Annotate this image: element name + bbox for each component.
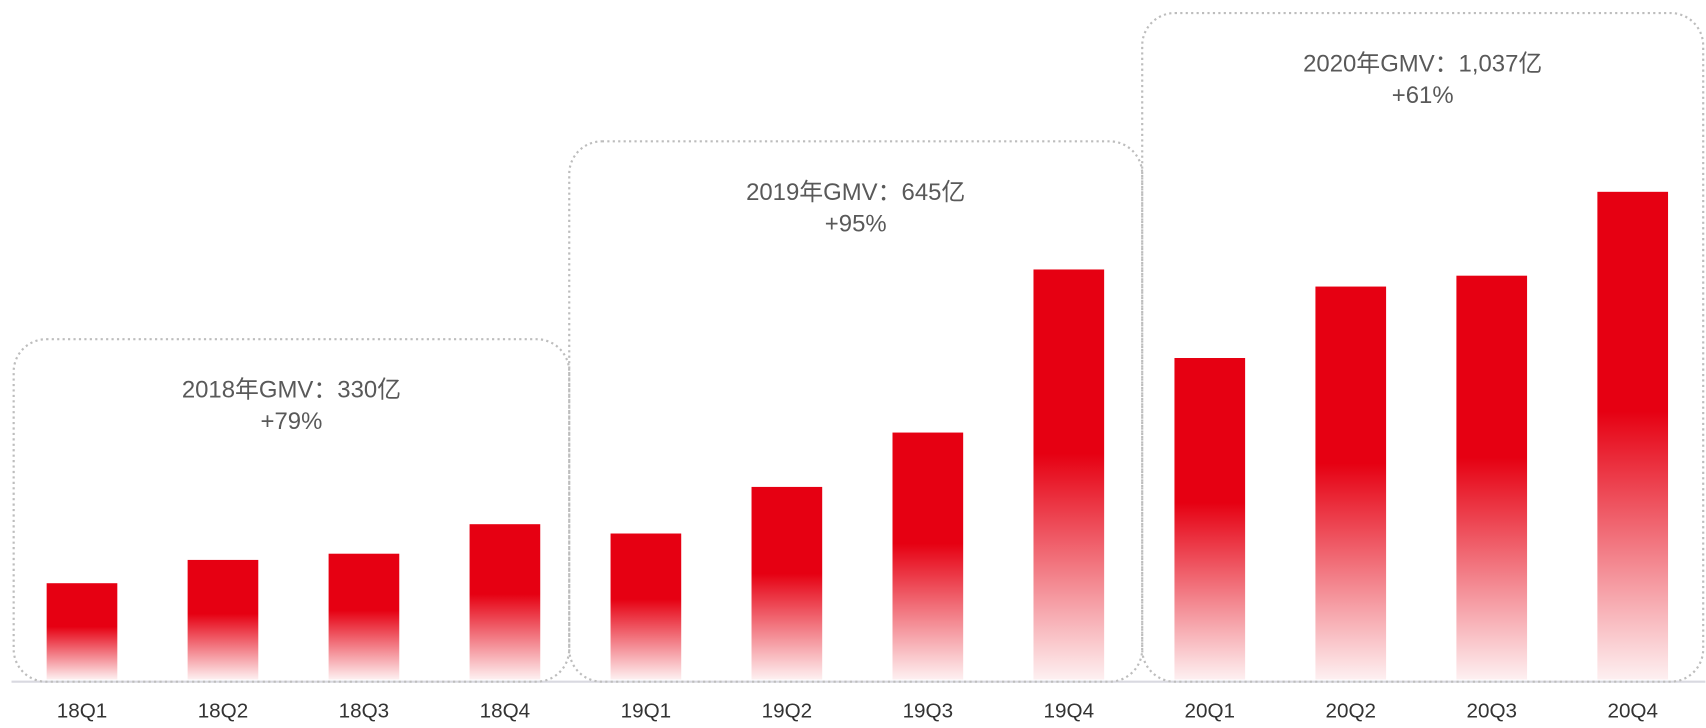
x-tick-label: 18Q2	[198, 700, 249, 723]
x-tick-label: 19Q4	[1044, 700, 1095, 723]
bar	[892, 432, 964, 680]
group-box	[568, 140, 1144, 683]
bar	[469, 524, 541, 680]
bar	[1174, 358, 1246, 680]
group-box	[1141, 11, 1705, 683]
bar	[610, 533, 682, 680]
bar	[751, 486, 823, 680]
annotation-growth: +95%	[825, 210, 887, 237]
annotation-label: 2019年GMV：645亿	[746, 179, 965, 206]
bar	[1597, 191, 1669, 680]
x-tick-label: 20Q3	[1466, 700, 1517, 723]
x-tick-label: 19Q2	[762, 700, 813, 723]
x-tick-label: 20Q2	[1326, 700, 1377, 723]
x-tick-label: 18Q1	[57, 700, 108, 723]
x-tick-label: 19Q3	[903, 700, 954, 723]
x-tick-label: 20Q4	[1607, 700, 1658, 723]
annotation-label: 2020年GMV：1,037亿	[1303, 51, 1542, 78]
annotation-label: 2018年GMV：330亿	[182, 377, 401, 404]
bar	[1033, 269, 1105, 680]
bar	[187, 559, 259, 680]
x-tick-label: 20Q1	[1185, 700, 1236, 723]
annotation-growth: +61%	[1392, 82, 1454, 109]
x-tick-label: 19Q1	[621, 700, 672, 723]
bar	[46, 583, 118, 680]
bar	[1456, 275, 1528, 680]
x-tick-label: 18Q4	[480, 700, 530, 723]
group-box	[12, 338, 571, 683]
annotation-growth: +79%	[261, 408, 323, 435]
bar	[328, 553, 400, 680]
bar	[1315, 286, 1387, 680]
x-tick-label: 18Q3	[339, 700, 390, 723]
